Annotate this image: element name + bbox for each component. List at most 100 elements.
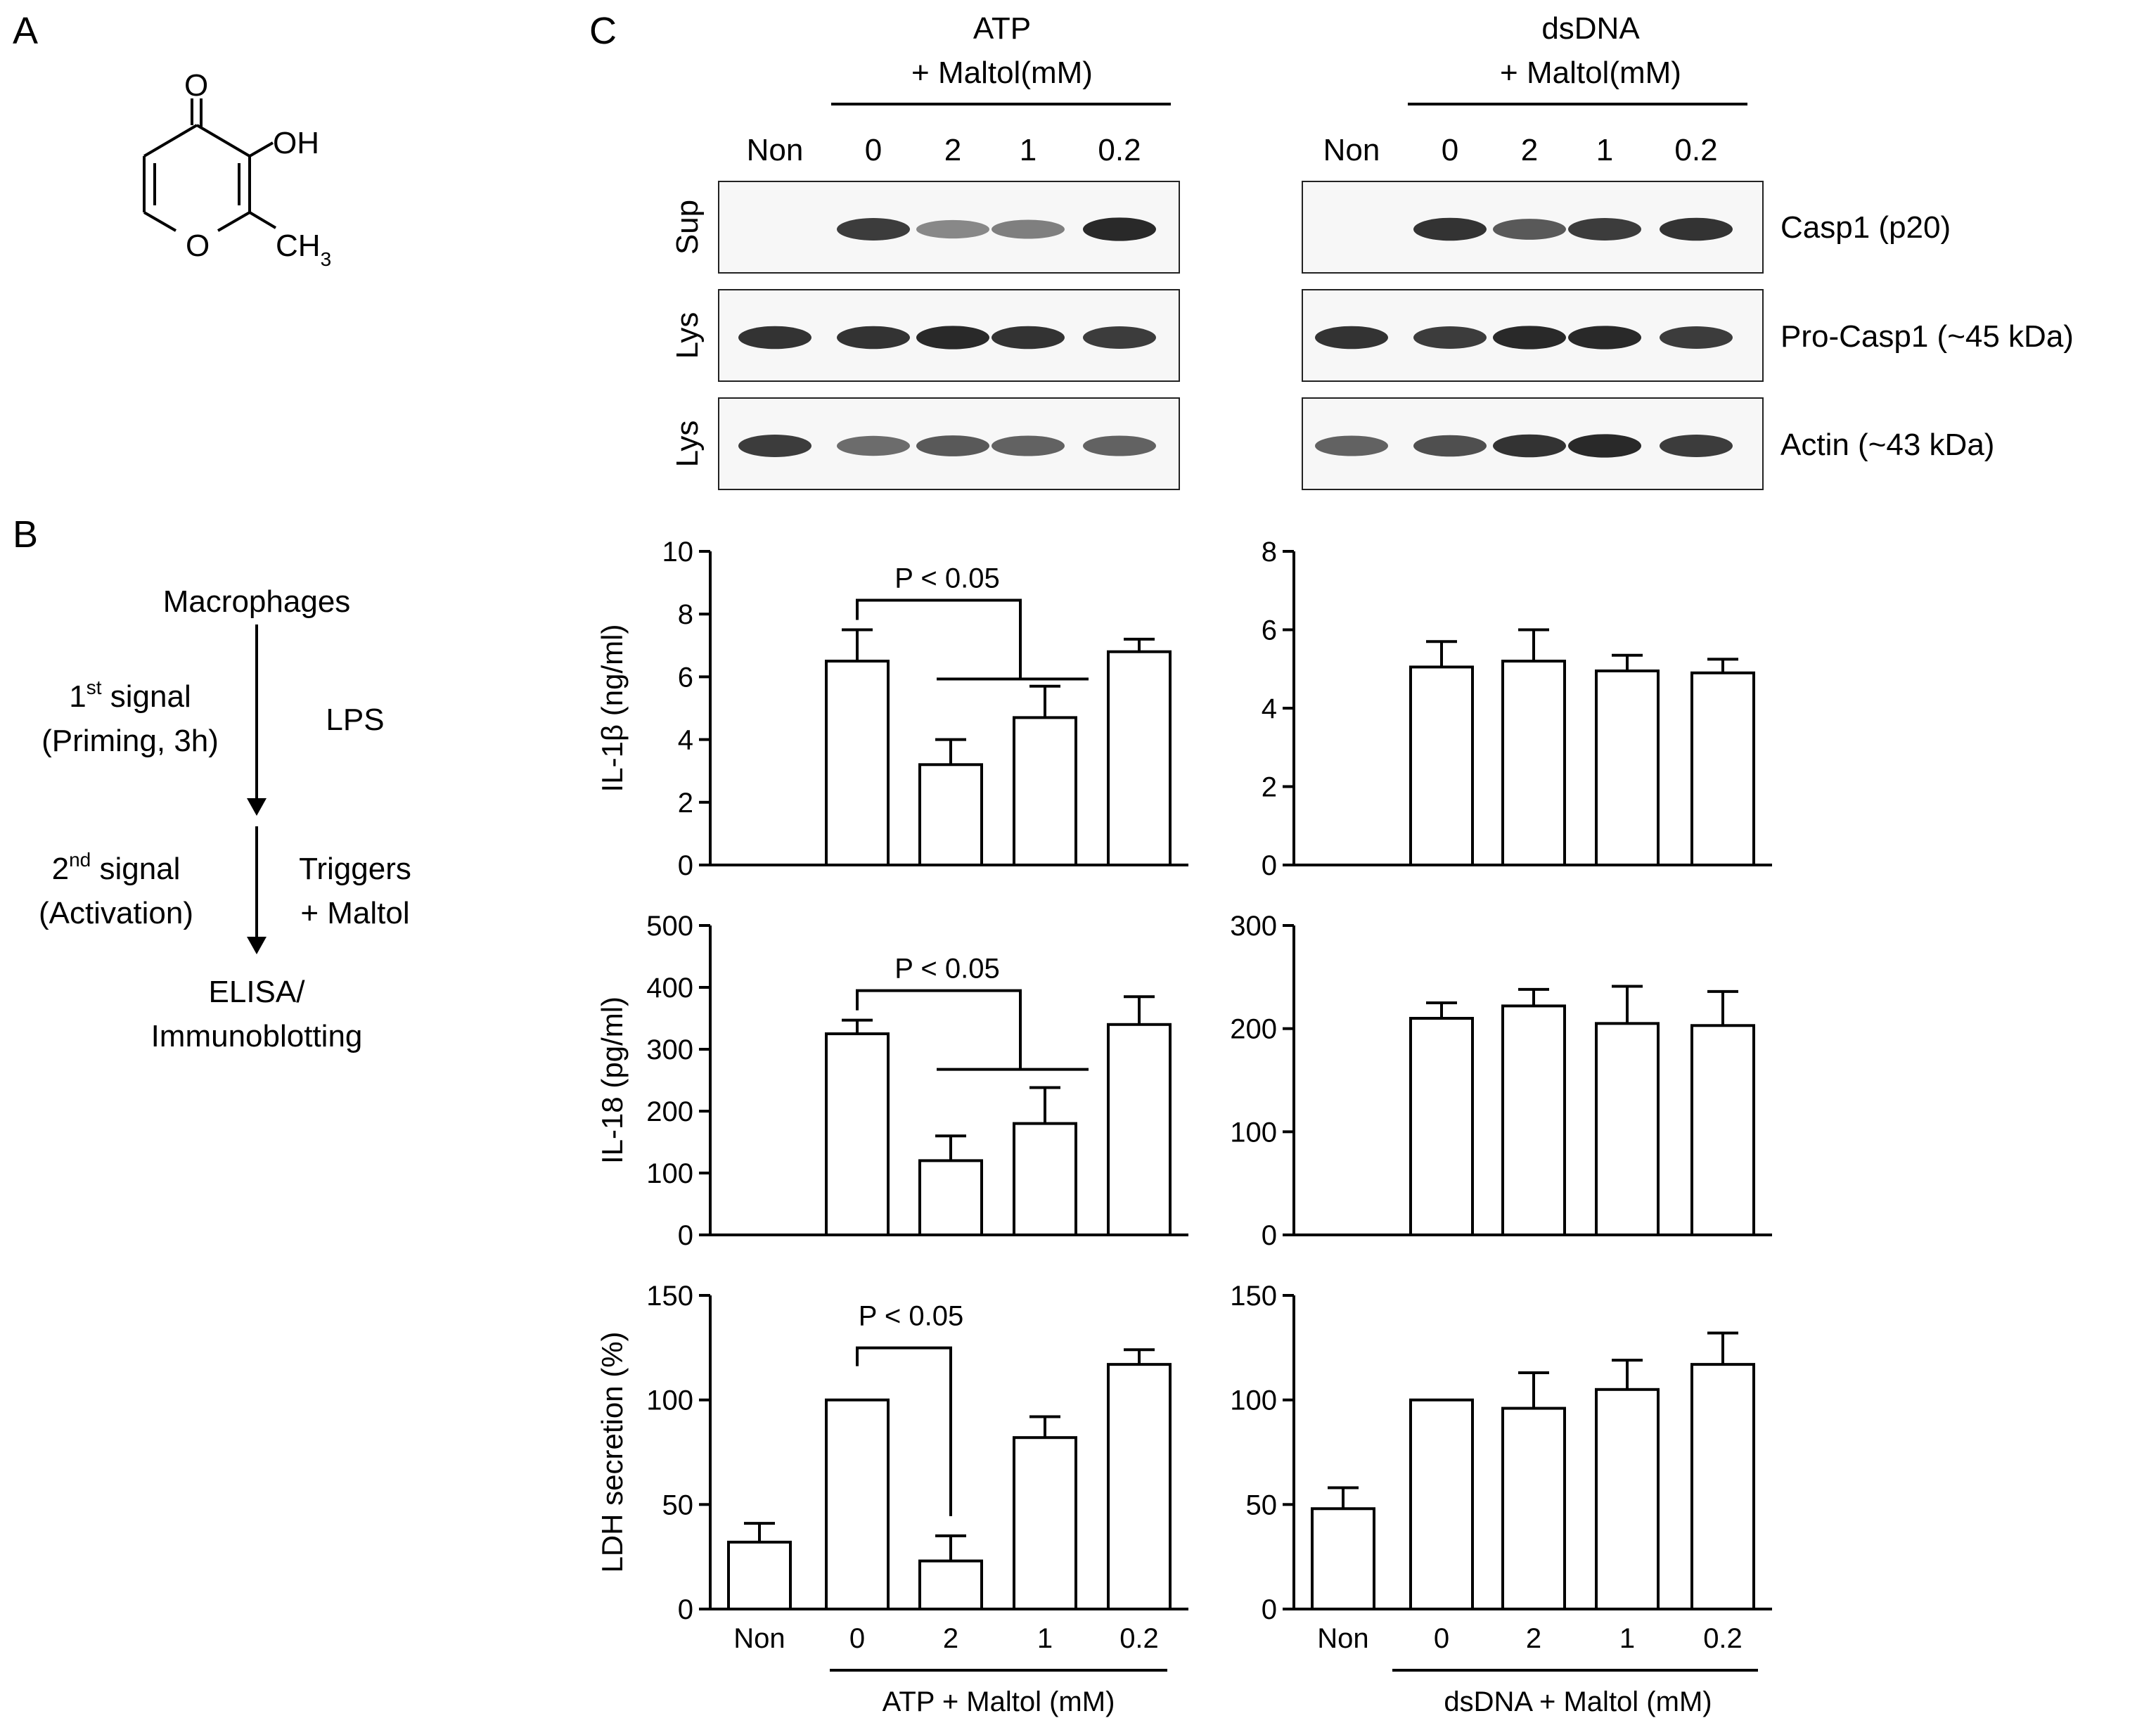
bar bbox=[1690, 1363, 1755, 1610]
y-tick-label: 4 bbox=[1262, 693, 1277, 724]
lane-label: 0.2 bbox=[1674, 133, 1717, 167]
ring-bond-c5-c4 bbox=[143, 124, 198, 158]
blot-band bbox=[916, 326, 989, 350]
blot-band bbox=[916, 219, 989, 239]
signal1-word: signal bbox=[102, 679, 191, 714]
blot-band bbox=[738, 326, 811, 350]
ring-bond-c4-c3 bbox=[195, 124, 251, 158]
lane-label: 2 bbox=[944, 133, 961, 167]
panel-label-b: B bbox=[13, 513, 38, 556]
bar bbox=[825, 660, 890, 866]
lane-label: Non bbox=[747, 133, 804, 167]
x-tick-label: 1 bbox=[1037, 1623, 1053, 1654]
blot-band bbox=[1083, 326, 1156, 349]
bar bbox=[1107, 1023, 1172, 1237]
bar bbox=[1595, 1022, 1660, 1237]
ring-oxygen: O bbox=[186, 229, 210, 263]
bar bbox=[1013, 716, 1077, 866]
methyl-label: CH3 bbox=[276, 229, 331, 270]
scheme-triggers: Triggers bbox=[299, 852, 411, 886]
blot-band bbox=[1413, 217, 1487, 241]
hydroxyl-bond bbox=[249, 141, 274, 158]
bar bbox=[1013, 1436, 1077, 1610]
y-axis-title: IL-18 (pg/ml) bbox=[596, 997, 629, 1164]
x-axis-title-left: ATP + Maltol (mM) bbox=[883, 1686, 1115, 1717]
blot-band bbox=[1568, 326, 1641, 350]
blot-band bbox=[1315, 435, 1388, 456]
p-value-label: P < 0.05 bbox=[894, 954, 999, 985]
blot-band bbox=[837, 326, 910, 350]
methyl-ch: CH bbox=[276, 229, 321, 263]
bar bbox=[1107, 650, 1172, 866]
lane-label: 0 bbox=[1442, 133, 1458, 167]
chart-il1b_atp: 0 2 4 6 8 10 IL-1β (ng/ml) P < 0.05 bbox=[596, 537, 1188, 881]
blot-band bbox=[1660, 326, 1733, 349]
y-tick-label: 100 bbox=[1230, 1117, 1277, 1148]
y-tick-label: 0 bbox=[678, 850, 693, 881]
blot-row-label: Lys bbox=[670, 312, 705, 359]
blot-band bbox=[1083, 435, 1156, 456]
scheme-priming: (Priming, 3h) bbox=[41, 724, 219, 758]
bar-charts: 0 2 4 6 8 10 IL-1β (ng/ml) P < 0.05 0 2 4 6 8 0 100 200… bbox=[596, 537, 1772, 1625]
western-blots: ATP + Maltol(mM) dsDNA + Maltol(mM) Non … bbox=[670, 11, 2074, 490]
chart-il1b_dsdna: 0 2 4 6 8 bbox=[1262, 537, 1772, 881]
y-tick-label: 400 bbox=[646, 973, 693, 1004]
blot-band bbox=[1413, 326, 1487, 349]
blot-row-label: Lys bbox=[670, 421, 705, 468]
workflow-scheme: Macrophages 1st signal (Priming, 3h) LPS… bbox=[39, 584, 411, 1053]
signal2-word: signal bbox=[91, 852, 180, 886]
y-tick-label: 500 bbox=[646, 911, 693, 942]
blot-band bbox=[837, 435, 910, 456]
x-tick-label: 0.2 bbox=[1703, 1623, 1743, 1654]
y-tick-label: 50 bbox=[662, 1489, 694, 1520]
scheme-activation: (Activation) bbox=[39, 896, 193, 930]
scheme-signal2: 2nd signal bbox=[52, 849, 181, 886]
bar bbox=[1501, 1407, 1566, 1611]
y-tick-label: 4 bbox=[678, 725, 693, 756]
blot-band bbox=[916, 435, 989, 456]
bar bbox=[1409, 1398, 1474, 1610]
x-tick-label: Non bbox=[1317, 1623, 1368, 1654]
lane-label: Non bbox=[1323, 133, 1380, 167]
lane-label: 1 bbox=[1020, 133, 1037, 167]
blot-band bbox=[1660, 217, 1733, 241]
blot-band bbox=[1493, 326, 1566, 350]
y-axis-title: LDH secretion (%) bbox=[596, 1331, 629, 1572]
y-tick-label: 100 bbox=[1230, 1385, 1277, 1416]
x-axis-title-right: dsDNA + Maltol (mM) bbox=[1444, 1686, 1712, 1717]
bar bbox=[1690, 1024, 1755, 1237]
signal1-superscript: st bbox=[86, 677, 102, 698]
arrow-down-icon bbox=[247, 798, 267, 816]
bar bbox=[727, 1540, 792, 1610]
bar bbox=[825, 1032, 890, 1236]
significance-bracket bbox=[856, 1346, 952, 1516]
y-tick-label: 0 bbox=[1262, 1594, 1277, 1625]
p-value-label: P < 0.05 bbox=[894, 563, 999, 594]
y-tick-label: 2 bbox=[1262, 772, 1277, 803]
signal2-number: 2 bbox=[52, 852, 69, 886]
chart-il18_atp: 0 100 200 300 400 500 IL-18 (pg/ml) P < 0.05 bbox=[596, 911, 1188, 1251]
bar bbox=[1311, 1507, 1375, 1611]
panel-label-c: C bbox=[589, 10, 617, 52]
y-tick-label: 100 bbox=[646, 1385, 693, 1416]
y-tick-label: 10 bbox=[662, 537, 694, 568]
lane-label: 0 bbox=[865, 133, 882, 167]
methyl-bond bbox=[248, 211, 277, 229]
x-axis-labels: Non 0 2 1 0.2 ATP + Maltol (mM) Non 0 2 … bbox=[733, 1623, 1758, 1717]
x-tick-label: 0 bbox=[1434, 1623, 1449, 1654]
bar bbox=[1013, 1122, 1077, 1236]
bar bbox=[918, 1159, 983, 1237]
lane-label: 2 bbox=[1521, 133, 1538, 167]
bar bbox=[1595, 1388, 1660, 1611]
x-tick-label: 2 bbox=[943, 1623, 958, 1654]
blot-row-label: Sup bbox=[670, 200, 705, 255]
y-tick-label: 50 bbox=[1246, 1489, 1278, 1520]
blot-band bbox=[992, 435, 1065, 456]
scheme-signal1: 1st signal bbox=[69, 677, 191, 714]
scheme-lps: LPS bbox=[326, 703, 384, 737]
carbonyl-o: O bbox=[184, 68, 208, 103]
significance-bracket bbox=[856, 598, 1022, 679]
scheme-immunoblotting: Immunoblotting bbox=[151, 1019, 363, 1053]
blot-band bbox=[1568, 218, 1641, 241]
